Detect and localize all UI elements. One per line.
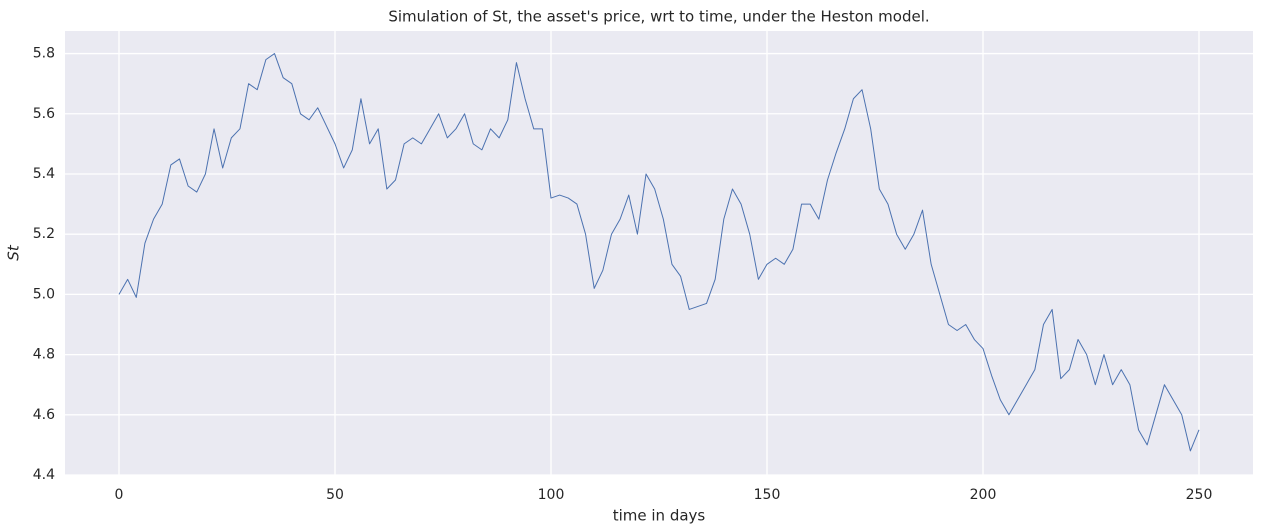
x-axis-label: time in days — [613, 507, 706, 525]
y-tick-label: 4.4 — [33, 467, 55, 483]
x-tick-label: 200 — [970, 487, 997, 503]
y-tick-label: 4.8 — [33, 347, 55, 363]
y-tick-label: 4.6 — [33, 407, 55, 423]
y-tick-label: 5.2 — [33, 226, 55, 242]
y-tick-label: 5.6 — [33, 106, 55, 122]
x-tick-label: 0 — [115, 487, 124, 503]
x-tick-label: 100 — [538, 487, 565, 503]
x-tick-label: 50 — [326, 487, 344, 503]
x-tick-label: 250 — [1186, 487, 1213, 503]
y-tick-label: 5.0 — [33, 286, 55, 302]
y-tick-label: 5.4 — [33, 166, 55, 182]
y-tick-label: 5.8 — [33, 46, 55, 62]
plot-area — [65, 31, 1253, 475]
x-tick-label: 150 — [754, 487, 781, 503]
y-axis-label: St — [5, 244, 23, 261]
chart-title: Simulation of St, the asset's price, wrt… — [388, 8, 929, 26]
price-line — [118, 53, 1200, 452]
